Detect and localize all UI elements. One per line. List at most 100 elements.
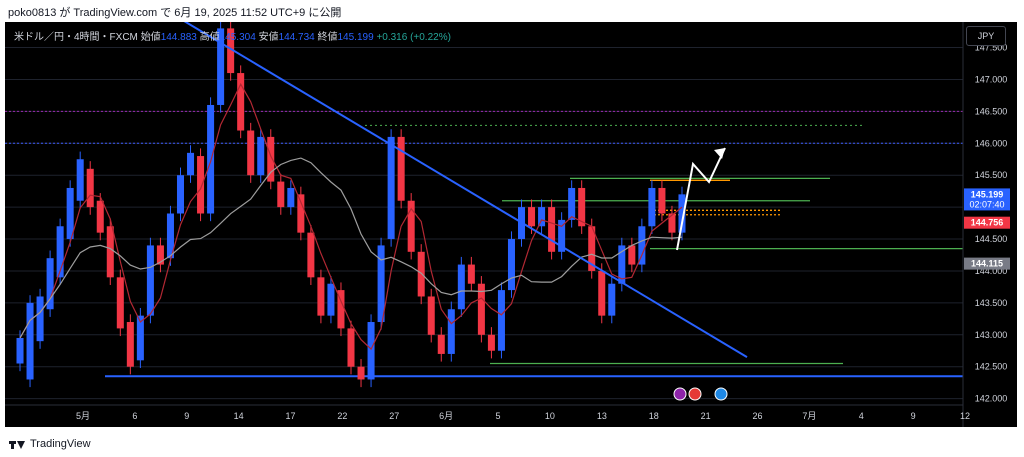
price-tag-bg — [964, 257, 1010, 270]
candle-body — [387, 136, 395, 240]
time-tick-label: 6 — [132, 411, 137, 421]
candle-body — [46, 258, 54, 310]
candle-body — [578, 187, 586, 227]
candle-body — [36, 296, 44, 342]
descending-trendline — [174, 14, 748, 358]
us-flag-icon[interactable] — [714, 387, 728, 401]
moving-average-fast — [19, 82, 683, 351]
candle-body — [207, 104, 215, 214]
candle-body — [628, 245, 636, 265]
publish-info: poko0813 が TradingView.com で 6月 19, 2025… — [8, 7, 342, 19]
candle-body — [528, 207, 536, 227]
candle-body — [317, 277, 325, 316]
price-tag-countdown: 02:07:40 — [969, 199, 1004, 209]
candle-body — [327, 283, 335, 316]
candle-body — [427, 296, 435, 335]
legend-change: +0.316 (+0.22%) — [376, 32, 451, 43]
candle-body — [26, 302, 34, 380]
japan-flag-icon[interactable] — [688, 387, 702, 401]
time-tick-label: 18 — [649, 411, 659, 421]
legend-open: 144.883 — [160, 32, 197, 43]
candle-body — [437, 334, 445, 354]
candle-body — [287, 187, 295, 208]
time-tick-label: 5月 — [76, 411, 90, 421]
price-tick-label: 143.500 — [975, 298, 1008, 308]
footer: TradingView — [0, 430, 1024, 457]
candles — [16, 20, 686, 388]
candle-body — [648, 187, 656, 227]
candle-body — [467, 264, 475, 284]
candle-body — [76, 159, 84, 201]
time-tick-label: 9 — [184, 411, 189, 421]
arrow-head-icon — [714, 148, 725, 159]
legend-high: 145.304 — [219, 32, 256, 43]
candle-body — [447, 309, 455, 354]
candle-body — [66, 187, 74, 240]
price-tag-label: 145.199 — [971, 189, 1004, 199]
candle-body — [397, 136, 405, 201]
candle-body — [56, 226, 64, 278]
price-tick-label: 147.500 — [975, 43, 1008, 53]
price-tick-label: 146.500 — [975, 106, 1008, 116]
time-tick-label: 9 — [911, 411, 916, 421]
candle-body — [176, 175, 185, 214]
candle-body — [417, 251, 425, 297]
event-icons — [673, 387, 728, 401]
tradingview-logo[interactable]: TradingView — [9, 438, 91, 450]
legend-close: 145.199 — [337, 32, 374, 43]
candle-body — [217, 28, 225, 105]
legend-open-label: 始値 — [140, 32, 161, 43]
moving-averages — [19, 82, 683, 351]
candle-body — [538, 207, 546, 227]
candle-body — [126, 322, 134, 367]
price-tag-bg — [964, 188, 1010, 211]
price-tick-label: 146.000 — [975, 138, 1008, 148]
time-axis: 5月 6 9 14 17 22 27 6月 5 10 13 18 21 26 7月 4 9 12 — [5, 404, 970, 421]
time-tick-label: 22 — [337, 411, 347, 421]
lightning-event-icon[interactable] — [673, 387, 687, 401]
candlestick-chart[interactable]: 142.000 142.500 143.000 143.500 144.000 144.5… — [5, 14, 1017, 427]
drawing-levels — [5, 110, 963, 378]
price-tick-label: 144.000 — [975, 266, 1008, 276]
chart-legend: 米ドル／円・4時間・FXCM 始値144.883 高値145.304 安値144… — [14, 28, 451, 43]
candle-body — [377, 245, 385, 323]
candle-body — [16, 337, 24, 364]
candle-body — [267, 136, 275, 182]
candle-body — [277, 181, 285, 208]
candle-body — [558, 219, 566, 252]
price-tick-label: 145.500 — [975, 170, 1008, 180]
price-tag-label: 144.756 — [971, 218, 1004, 228]
candle-body — [166, 213, 174, 259]
price-tick-label: 142.000 — [975, 394, 1008, 404]
moving-average-slow — [19, 157, 683, 339]
time-tick-label: 17 — [286, 411, 296, 421]
candle-body — [608, 283, 616, 316]
projection-arrow — [676, 147, 726, 251]
candle-body — [477, 283, 485, 335]
candle-body — [237, 73, 245, 131]
candle-body — [116, 277, 124, 329]
legend-low-label: 安値 — [258, 32, 279, 43]
candle-body — [297, 194, 305, 233]
legend-symbol: 米ドル／円・4時間・FXCM — [14, 32, 138, 43]
candle-body — [658, 187, 666, 214]
price-tick-label: 142.500 — [975, 362, 1008, 372]
currency-button[interactable]: JPY — [966, 26, 1006, 46]
chart-area[interactable]: 142.000 142.500 143.000 143.500 144.000 144.5… — [5, 14, 1017, 427]
candle-body — [156, 245, 164, 265]
time-tick-label: 5 — [496, 411, 501, 421]
candle-body — [678, 194, 686, 233]
candle-body — [507, 239, 515, 291]
candle-body — [457, 264, 465, 310]
candle-body — [357, 366, 365, 380]
time-tick-label: 26 — [752, 411, 762, 421]
candle-body — [136, 315, 144, 361]
candle-body — [347, 328, 355, 367]
drawings — [174, 14, 748, 358]
time-tick-label: 13 — [597, 411, 607, 421]
candle-body — [407, 200, 415, 252]
price-tick-label: 147.000 — [975, 74, 1008, 84]
candle-body — [638, 226, 646, 265]
time-tick-label: 21 — [701, 411, 711, 421]
